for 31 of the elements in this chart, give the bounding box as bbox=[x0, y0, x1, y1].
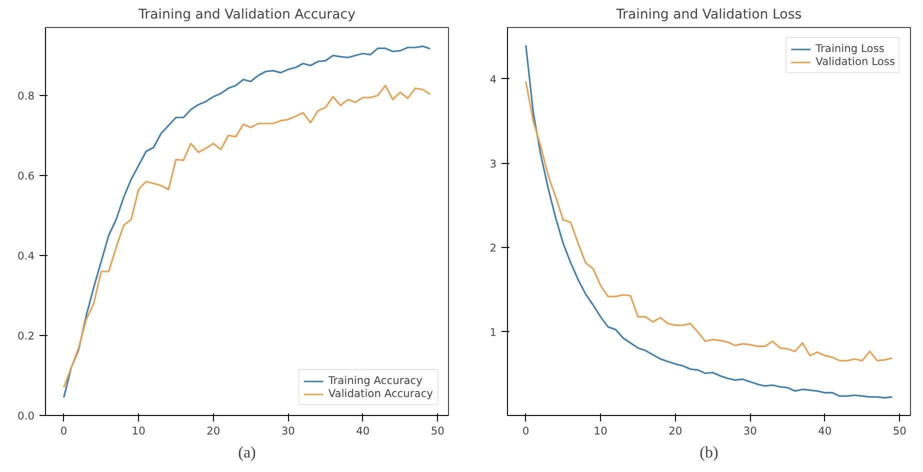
x-tick-label: 20 bbox=[668, 424, 682, 438]
y-tick-label: 1 bbox=[490, 326, 496, 339]
x-tick-label: 30 bbox=[743, 424, 758, 438]
y-tick-label: 2 bbox=[490, 242, 496, 255]
y-tick-label: 0.4 bbox=[18, 250, 35, 262]
y-tick-label: 0.6 bbox=[18, 170, 35, 182]
x-tick-label: 40 bbox=[818, 424, 832, 438]
x-tick-label: 50 bbox=[430, 424, 445, 438]
y-tick-label: 0.2 bbox=[18, 330, 35, 342]
text: (a) bbox=[238, 444, 256, 462]
legend-label: Validation Loss bbox=[816, 55, 895, 68]
line-series bbox=[525, 80, 893, 362]
x-tick-label: 50 bbox=[892, 424, 907, 438]
y-tick-label: 0.0 bbox=[18, 410, 35, 422]
legend-label: Training Accuracy bbox=[328, 374, 422, 387]
chart-title: Training and Validation Accuracy bbox=[137, 8, 356, 22]
y-tick-label: 4 bbox=[490, 72, 497, 86]
x-tick-label: 40 bbox=[356, 424, 370, 438]
x-tick-label: 10 bbox=[594, 424, 608, 438]
x-tick-label: 0 bbox=[522, 424, 530, 438]
y-tick-label: 0.8 bbox=[18, 90, 35, 102]
y-tick-label: 3 bbox=[490, 157, 496, 170]
text: (b) bbox=[700, 444, 718, 462]
chart-title: Training and Validation Loss bbox=[615, 8, 802, 22]
x-tick-label: 0 bbox=[60, 424, 68, 438]
legend-label: Training Loss bbox=[816, 42, 884, 55]
x-tick-label: 20 bbox=[206, 424, 220, 438]
legend-label: Validation Accuracy bbox=[328, 387, 433, 400]
x-tick-label: 10 bbox=[132, 424, 146, 438]
line-series bbox=[525, 44, 893, 399]
x-tick-label: 30 bbox=[281, 424, 296, 438]
